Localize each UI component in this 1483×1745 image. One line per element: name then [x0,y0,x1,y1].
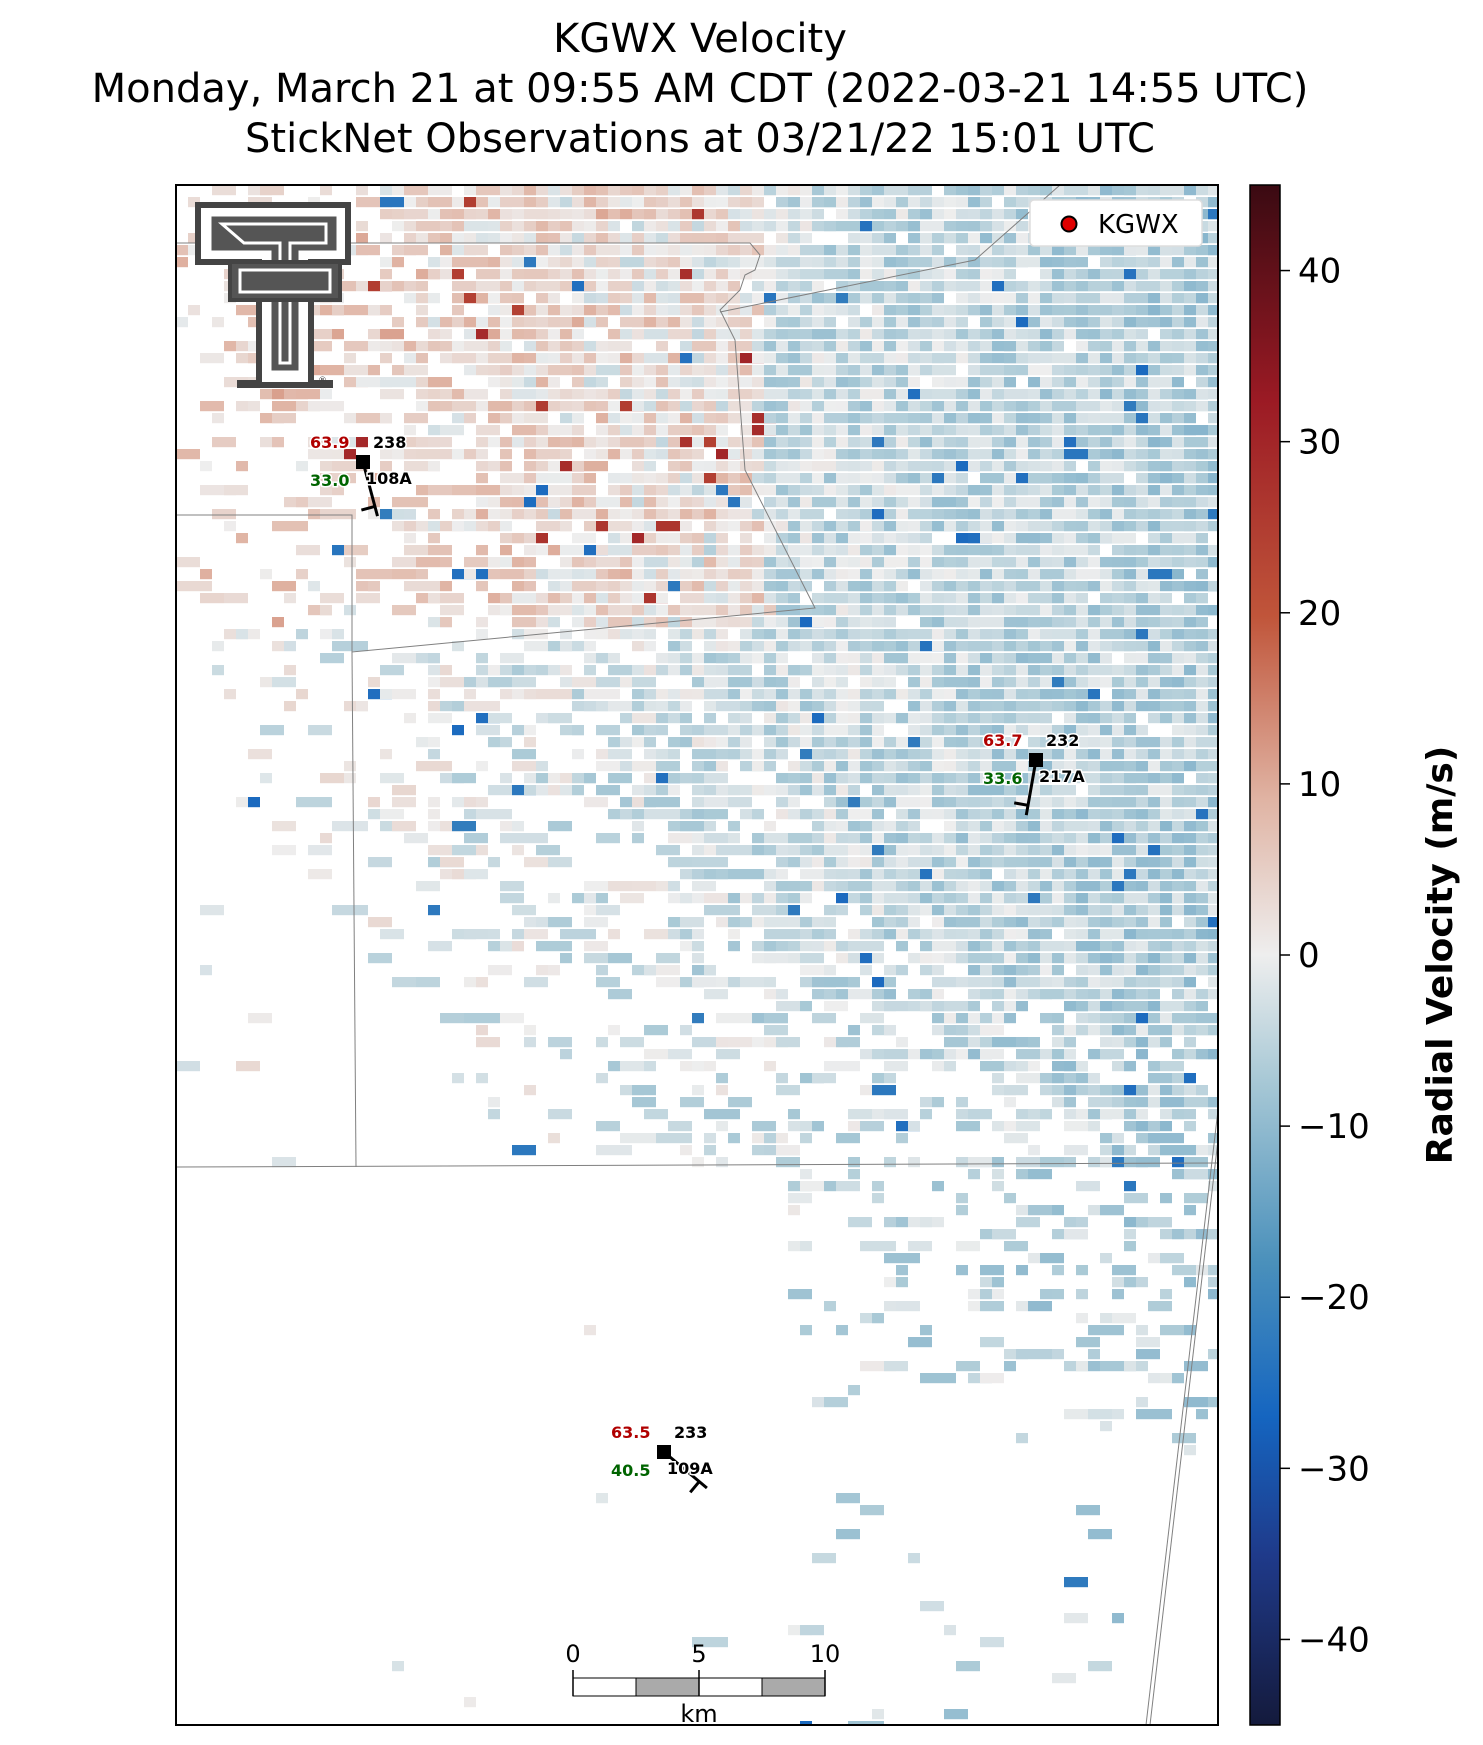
wind-barb-flag [360,504,376,512]
colorbar-tick-label: −20 [1298,1278,1370,1318]
station-temperature: 63.7 [983,731,1022,750]
county-line-south [176,1162,1218,1168]
title-time: Monday, March 21 at 09:55 AM CDT (2022-0… [91,66,1309,112]
colorbar-tick-label: 10 [1298,765,1341,805]
scale-bar: 0 5 10 km [565,1640,840,1728]
station-pressure: 238 [373,433,406,452]
wind-barb-flag [1013,801,1029,807]
county-line-west [351,651,357,1168]
state-line-east-2 [1149,1139,1218,1725]
legend: KGWX [1029,199,1203,247]
colorbar-tick-label: 0 [1298,936,1320,976]
station-dewpoint: 33.6 [983,769,1022,788]
station-id: 108A [366,469,412,488]
station-marker-icon [1029,753,1043,767]
station-108A: 63.9 33.0 238 108A [309,432,414,517]
station-109A: 63.5 40.5 233 109A [610,1422,715,1494]
station-marker-icon [657,1445,671,1459]
svg-text:®: ® [318,376,327,386]
wind-barb-staff [663,1450,708,1490]
station-dewpoint: 40.5 [611,1461,650,1480]
map-frame [175,184,1219,1726]
colorbar-tick-label: −30 [1298,1449,1370,1489]
station-217A: 63.7 33.6 232 217A [982,730,1087,816]
station-dewpoint: 33.0 [310,471,349,490]
legend-box [1029,199,1203,247]
colorbar-tick-label: 30 [1298,423,1341,463]
colorbar-tick-label: 40 [1298,252,1341,292]
county-line-north [176,242,816,653]
title-sticknet: StickNet Observations at 03/21/22 15:01 … [245,116,1155,162]
colorbar-tick-label: −10 [1298,1107,1370,1147]
station-id: 217A [1039,767,1085,786]
station-temperature: 63.9 [310,433,349,452]
colorbar-label: Radial Velocity (m/s) [1420,746,1461,1165]
colorbar: 40 30 20 10 0 −10 −20 −30 −40 Radial Velocity (m… [1249,184,1461,1726]
title-radar: KGWX Velocity [553,16,847,62]
station-pressure: 232 [1046,731,1079,750]
scale-tick-5: 5 [691,1640,706,1668]
wind-barb-staff [1024,759,1038,816]
station-pressure: 233 [674,1423,707,1442]
texas-tech-double-t-logo: ® [195,202,351,388]
wind-barb-flag [689,1480,701,1494]
figure-title: KGWX Velocity Monday, March 21 at 09:55 … [0,14,1400,164]
radar-site-marker-icon [1060,215,1078,233]
colorbar-gradient [1249,184,1281,1726]
station-temperature: 63.5 [611,1423,650,1442]
state-line-east [1145,1109,1218,1725]
station-id: 109A [667,1459,713,1478]
scale-tick-0: 0 [565,1640,580,1668]
scale-unit: km [680,1700,717,1728]
sticknet-stations: 63.9 33.0 238 108A 63.7 33.6 232 217A 63.5 40.5 23… [309,432,1087,1494]
colorbar-tick-label: −40 [1298,1620,1370,1660]
county-boundaries [176,185,1218,1725]
scale-tick-10: 10 [810,1640,841,1668]
station-marker-icon [356,455,370,469]
colorbar-tick-label: 20 [1298,594,1341,634]
legend-label: KGWX [1098,210,1179,240]
